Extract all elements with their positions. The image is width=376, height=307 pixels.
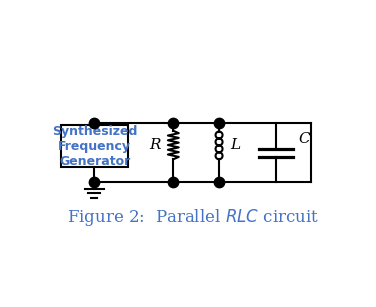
Text: R: R <box>149 138 161 152</box>
Text: C: C <box>299 132 311 146</box>
Point <box>170 121 176 126</box>
Text: Figure 2:  Parallel $\mathit{RLC}$ circuit: Figure 2: Parallel $\mathit{RLC}$ circui… <box>67 207 319 228</box>
FancyBboxPatch shape <box>61 125 128 167</box>
Text: Synthesized
Frequency
Generator: Synthesized Frequency Generator <box>52 125 137 168</box>
Point <box>216 121 222 126</box>
Point <box>170 180 176 185</box>
Text: L: L <box>230 138 240 152</box>
Point <box>91 121 97 126</box>
Point <box>91 180 97 185</box>
Point <box>216 180 222 185</box>
